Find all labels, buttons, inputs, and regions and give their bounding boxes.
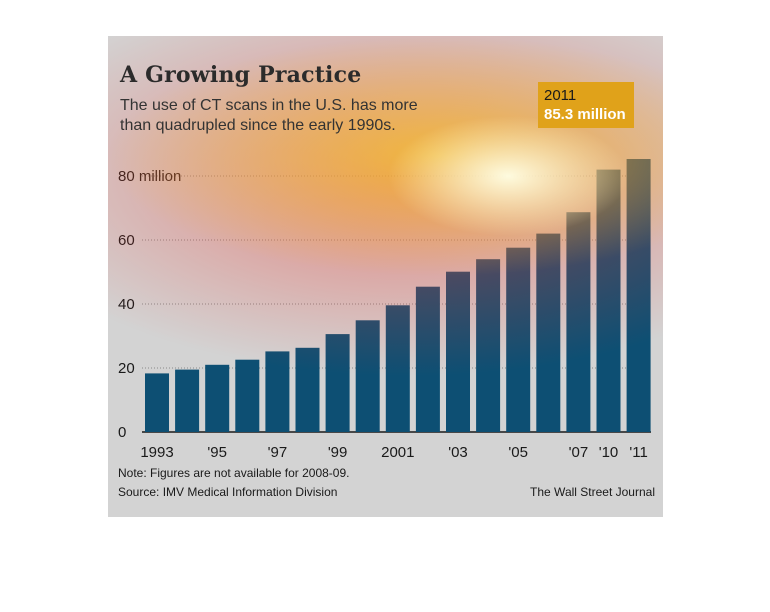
chart-title: A Growing Practice xyxy=(120,62,362,88)
callout-year: 2011 xyxy=(544,87,577,104)
bar-2010 xyxy=(596,169,621,432)
y-tick-label: 80 million xyxy=(118,168,181,185)
bar-1998 xyxy=(295,347,320,432)
publisher-credit: The Wall Street Journal xyxy=(530,485,655,499)
bar-2001 xyxy=(385,305,410,432)
chart-figure: 0 20 40 60 80 million 1993 '95 '97 '99 2001 '03 '05… xyxy=(108,36,663,517)
x-tick-label: 2001 xyxy=(381,444,414,461)
chart-subtitle: The use of CT scans in the U.S. has more… xyxy=(120,97,418,134)
x-tick-label: '05 xyxy=(508,444,528,461)
y-tick-label: 60 xyxy=(118,232,135,249)
bar-2000 xyxy=(355,320,380,432)
bar-1993 xyxy=(145,373,169,432)
callout-value: 85.3 million xyxy=(544,106,626,123)
x-tick-label: 1993 xyxy=(140,444,173,461)
x-tick-label: '99 xyxy=(328,444,348,461)
bar-1997 xyxy=(265,351,290,432)
chart-source: Source: IMV Medical Information Division xyxy=(118,485,338,499)
bar-2011 xyxy=(626,159,651,432)
x-tick-label: '95 xyxy=(207,444,227,461)
bar-1994 xyxy=(175,369,200,432)
x-tick-label: '11 xyxy=(629,444,647,461)
y-tick-label: 20 xyxy=(118,360,135,377)
bar-2004 xyxy=(476,259,501,432)
y-tick-label: 0 xyxy=(118,424,126,441)
y-tick-label: 40 xyxy=(118,296,135,313)
x-tick-label: '10 xyxy=(599,444,619,461)
chart-note: Note: Figures are not available for 2008… xyxy=(118,466,350,480)
x-tick-label: '07 xyxy=(569,444,589,461)
bar-1996 xyxy=(235,359,260,432)
value-callout: 2011 85.3 million xyxy=(538,82,634,128)
bar-2006 xyxy=(536,233,561,432)
bar-1999 xyxy=(325,334,350,432)
bar-2007 xyxy=(566,212,591,432)
bars xyxy=(145,159,651,432)
x-tick-label: '03 xyxy=(448,444,468,461)
bar-2003 xyxy=(446,271,470,432)
x-tick-label: '97 xyxy=(268,444,288,461)
bar-2005 xyxy=(506,247,531,432)
bar-2002 xyxy=(415,286,440,432)
bar-1995 xyxy=(205,364,230,432)
